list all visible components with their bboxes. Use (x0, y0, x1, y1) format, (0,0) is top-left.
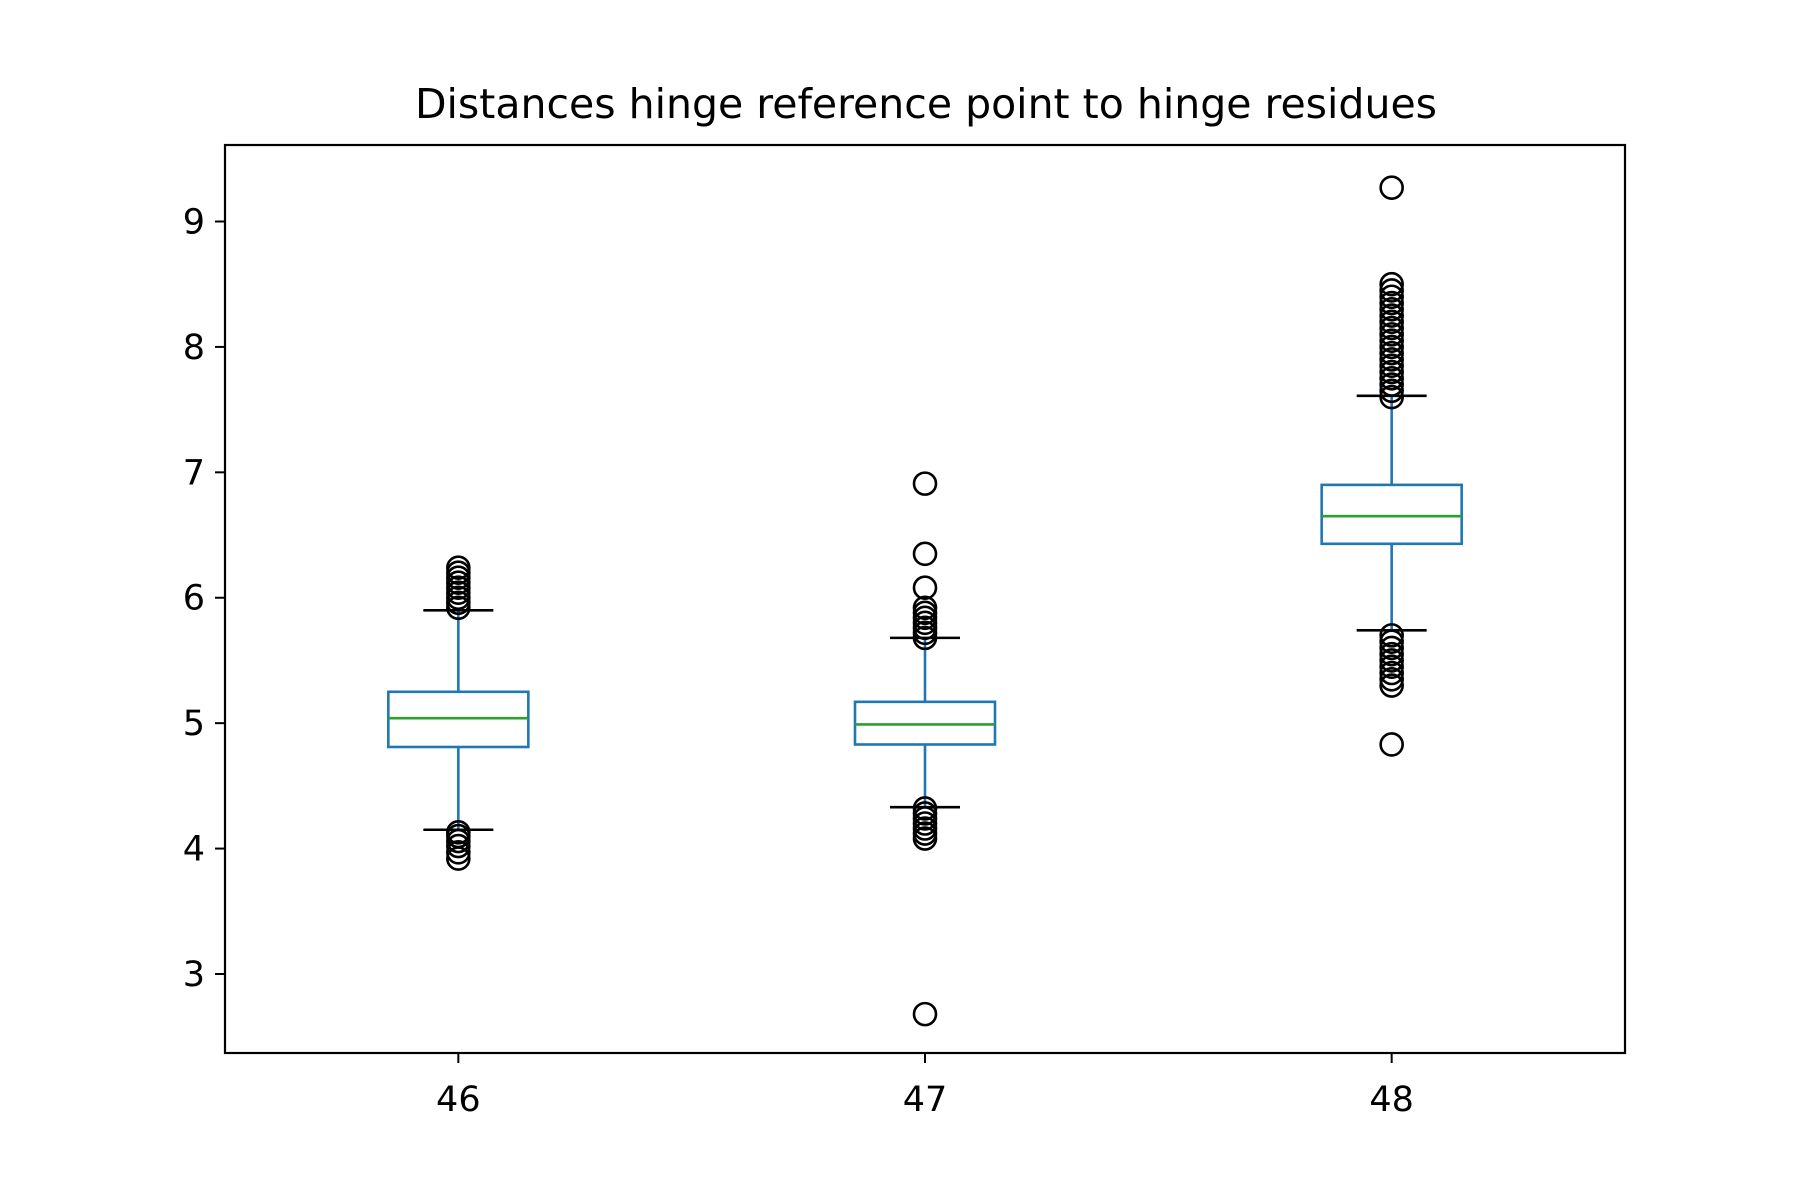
outlier-point (1379, 359, 1404, 385)
outlier-point (1379, 290, 1404, 316)
x-tick-label: 47 (903, 1080, 948, 1120)
outlier-point (1379, 629, 1404, 654)
outlier-point (1379, 309, 1404, 335)
outlier-point (446, 555, 471, 580)
outlier-point (1379, 654, 1404, 680)
x-tick-label: 48 (1369, 1080, 1414, 1120)
outlier-point (1379, 322, 1404, 347)
outlier-point (1379, 372, 1404, 397)
box-iqr (1320, 483, 1463, 546)
plot-area: 3 4 5 6 7 8 9 46 47 48 (183, 175, 1463, 1120)
outlier-point (1379, 271, 1404, 297)
outlier-point (1379, 635, 1404, 661)
y-tick-label: 6 (183, 579, 205, 619)
y-tick-label: 9 (183, 203, 205, 243)
outlier-point (1379, 673, 1404, 698)
outlier-point (912, 796, 938, 821)
y-tick-label: 7 (183, 453, 205, 493)
outlier-point (1379, 353, 1404, 379)
outlier-point (912, 471, 938, 496)
outlier-point (1379, 175, 1404, 200)
y-tick-label: 3 (183, 955, 205, 995)
outlier-point (912, 541, 938, 567)
outlier-point (1379, 315, 1404, 341)
outlier-point (1379, 334, 1404, 360)
outlier-point (912, 575, 938, 601)
y-tick-label: 8 (183, 328, 205, 368)
outlier-point (1379, 303, 1404, 328)
outlier-point (1379, 347, 1404, 372)
outlier-point (1379, 648, 1404, 673)
outlier-point (446, 840, 471, 865)
outlier-point (1379, 278, 1404, 303)
outlier-point (912, 595, 938, 621)
outlier-point (912, 1001, 938, 1027)
outlier-point (1379, 623, 1404, 648)
y-tick-label: 5 (183, 704, 205, 744)
axes-frame (223, 143, 1627, 1055)
outlier-point (1379, 660, 1404, 686)
outlier-point (1379, 328, 1404, 353)
outlier-point (1379, 296, 1404, 322)
outlier-point (1379, 384, 1404, 410)
chart-title: Distances hinge reference point to hinge… (415, 80, 1437, 128)
outlier-point (1379, 378, 1404, 404)
outlier-point (1379, 284, 1404, 310)
outlier-point (446, 819, 471, 845)
outlier-point (1379, 666, 1404, 692)
outlier-point (1379, 641, 1404, 667)
x-tick-label: 46 (436, 1080, 481, 1120)
outlier-point (1379, 365, 1404, 391)
outlier-point (1379, 340, 1404, 366)
outlier-point (1379, 732, 1404, 757)
y-tick-label: 4 (183, 830, 205, 870)
